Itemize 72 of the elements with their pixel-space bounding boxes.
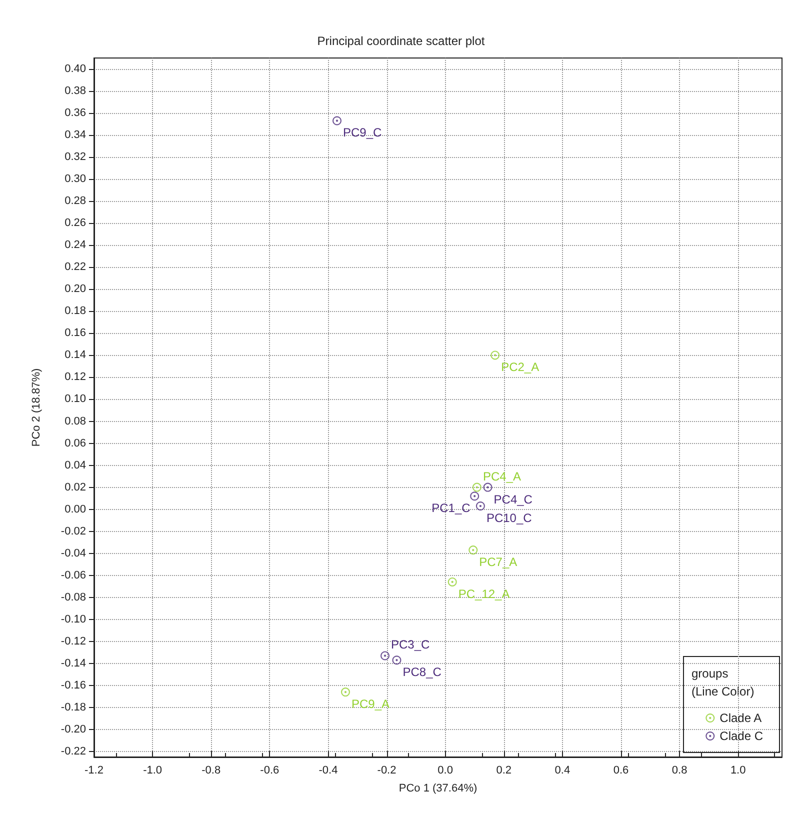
x-tick-label: 1.0 xyxy=(730,764,746,776)
annotation: PC4_A xyxy=(482,469,521,484)
y-tick-label: 0.28 xyxy=(64,195,86,208)
x-tick-label: 0.8 xyxy=(672,764,688,776)
annotation: PC8_C xyxy=(402,665,442,680)
y-tick-label: 0.34 xyxy=(64,129,86,142)
point xyxy=(468,546,478,555)
annotation: PC_12_A xyxy=(458,586,510,601)
annotation: PC3_C xyxy=(391,638,430,652)
x-axis-title: PCo 1 (37.64%) xyxy=(398,782,478,794)
y-tick-label: 0.22 xyxy=(64,261,86,274)
y-tick-label: 0.26 xyxy=(64,217,86,230)
y-tick-label: 0.04 xyxy=(64,459,86,472)
x-tick-label: 0.4 xyxy=(554,764,570,776)
y-tick-label: 0.08 xyxy=(64,415,86,428)
annotation: PC10_C xyxy=(486,511,532,526)
x-tick-label: 0.2 xyxy=(496,764,512,776)
x-tick-label: -0.6 xyxy=(260,764,280,776)
legend-label: Clade A xyxy=(720,711,762,725)
y-tick-label: -0.12 xyxy=(60,635,86,648)
point xyxy=(392,656,402,665)
y-tick-label: 0.10 xyxy=(64,393,86,406)
annotation: PC7_A xyxy=(479,555,518,570)
y-tick-label: 0.38 xyxy=(64,85,86,98)
chart-title: Principal coordinate scatter plot xyxy=(317,34,486,48)
y-tick-label: 0.24 xyxy=(64,239,86,252)
y-tick-label: -0.14 xyxy=(60,657,86,670)
y-tick-label: 0.12 xyxy=(64,371,86,384)
y-tick-label: 0.00 xyxy=(64,503,86,516)
y-tick-label: -0.02 xyxy=(60,525,86,538)
y-tick-label: 0.18 xyxy=(64,305,86,318)
x-tick-label: 0.6 xyxy=(613,764,629,776)
point xyxy=(470,492,480,501)
y-tick-label: 0.14 xyxy=(64,349,86,362)
y-tick-label: 0.06 xyxy=(64,437,86,450)
x-tick-label: -0.4 xyxy=(318,764,338,776)
y-tick-label: -0.06 xyxy=(60,569,86,582)
point xyxy=(476,502,485,511)
annotation: PC4_C xyxy=(494,492,533,506)
point xyxy=(380,651,390,660)
y-tick-label: -0.04 xyxy=(60,547,86,560)
y-tick-label: 0.40 xyxy=(64,63,86,76)
y-tick-label: 0.30 xyxy=(64,173,86,186)
y-tick-label: -0.08 xyxy=(60,591,86,604)
point xyxy=(490,350,500,360)
annotation: PC1_C xyxy=(432,501,471,516)
y-tick-label: -0.22 xyxy=(60,745,86,758)
point xyxy=(332,116,342,126)
y-tick-label: 0.20 xyxy=(64,283,86,296)
legend-title: groups (Line Color) xyxy=(692,666,754,698)
y-tick-label: 0.02 xyxy=(64,481,86,494)
x-tick-label: -0.2 xyxy=(377,764,396,776)
y-tick-label: -0.20 xyxy=(60,723,86,736)
annotation: PC9_C xyxy=(342,126,382,140)
y-tick-label: -0.18 xyxy=(60,701,86,714)
point xyxy=(448,577,457,586)
x-tick-label: -0.8 xyxy=(202,764,221,776)
point xyxy=(472,482,482,492)
annotation: PC2_A xyxy=(501,360,540,374)
annotation: PC9_A xyxy=(351,697,390,712)
legend-label: Clade C xyxy=(720,729,764,743)
y-tick-label: 0.32 xyxy=(64,151,86,164)
y-tick-label: -0.10 xyxy=(60,613,86,626)
y-tick-label: 0.16 xyxy=(64,327,86,340)
y-tick-label: 0.36 xyxy=(64,107,86,120)
y-tick-label: -0.16 xyxy=(60,679,86,692)
x-tick-label: 0.0 xyxy=(438,764,453,776)
point xyxy=(483,482,492,492)
y-axis-title: PCo 2 (18.87%) xyxy=(30,368,42,447)
x-tick-label: -1.2 xyxy=(84,764,104,776)
point xyxy=(340,688,350,697)
x-tick-label: -1.0 xyxy=(143,764,162,776)
